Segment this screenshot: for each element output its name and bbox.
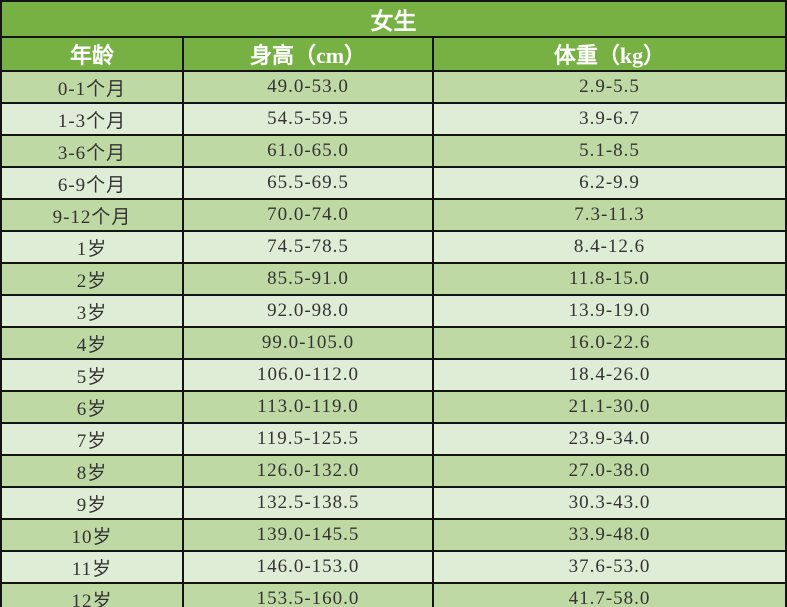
weight-cell: 37.6-53.0 — [432, 550, 787, 584]
height-cell: 106.0-112.0 — [182, 358, 434, 392]
age-cell: 9岁 — [0, 486, 184, 520]
weight-cell: 21.1-30.0 — [432, 390, 787, 424]
weight-cell: 3.9-6.7 — [432, 102, 787, 136]
age-cell: 11岁 — [0, 550, 184, 584]
table-row: 7岁 119.5-125.5 23.9-34.0 — [0, 422, 787, 456]
weight-cell: 8.4-12.6 — [432, 230, 787, 264]
table-row: 1-3个月 54.5-59.5 3.9-6.7 — [0, 102, 787, 136]
height-cell: 113.0-119.0 — [182, 390, 434, 424]
height-cell: 119.5-125.5 — [182, 422, 434, 456]
table-title: 女生 — [0, 0, 787, 38]
weight-cell: 16.0-22.6 — [432, 326, 787, 360]
table-row: 10岁 139.0-145.5 33.9-48.0 — [0, 518, 787, 552]
height-cell: 49.0-53.0 — [182, 70, 434, 104]
weight-cell: 18.4-26.0 — [432, 358, 787, 392]
table-row: 0-1个月 49.0-53.0 2.9-5.5 — [0, 70, 787, 104]
height-cell: 70.0-74.0 — [182, 198, 434, 232]
weight-cell: 6.2-9.9 — [432, 166, 787, 200]
table-header-row: 年龄 身高（cm） 体重（kg） — [0, 36, 787, 72]
table-row: 11岁 146.0-153.0 37.6-53.0 — [0, 550, 787, 584]
table-row: 9岁 132.5-138.5 30.3-43.0 — [0, 486, 787, 520]
table-row: 3岁 92.0-98.0 13.9-19.0 — [0, 294, 787, 328]
weight-cell: 13.9-19.0 — [432, 294, 787, 328]
table-row: 6岁 113.0-119.0 21.1-30.0 — [0, 390, 787, 424]
table-title-row: 女生 — [0, 0, 787, 38]
column-header-weight: 体重（kg） — [432, 36, 787, 72]
age-cell: 1-3个月 — [0, 102, 184, 136]
height-cell: 65.5-69.5 — [182, 166, 434, 200]
weight-cell: 23.9-34.0 — [432, 422, 787, 456]
age-cell: 10岁 — [0, 518, 184, 552]
weight-cell: 7.3-11.3 — [432, 198, 787, 232]
table-row: 3-6个月 61.0-65.0 5.1-8.5 — [0, 134, 787, 168]
age-cell: 8岁 — [0, 454, 184, 488]
weight-cell: 27.0-38.0 — [432, 454, 787, 488]
age-cell: 4岁 — [0, 326, 184, 360]
height-cell: 85.5-91.0 — [182, 262, 434, 296]
height-cell: 132.5-138.5 — [182, 486, 434, 520]
height-cell: 61.0-65.0 — [182, 134, 434, 168]
age-cell: 2岁 — [0, 262, 184, 296]
age-cell: 7岁 — [0, 422, 184, 456]
table-row: 9-12个月 70.0-74.0 7.3-11.3 — [0, 198, 787, 232]
age-cell: 6-9个月 — [0, 166, 184, 200]
height-cell: 99.0-105.0 — [182, 326, 434, 360]
height-cell: 74.5-78.5 — [182, 230, 434, 264]
height-cell: 153.5-160.0 — [182, 582, 434, 607]
table-body: 0-1个月 49.0-53.0 2.9-5.5 1-3个月 54.5-59.5 3.9-6… — [0, 70, 787, 607]
height-cell: 92.0-98.0 — [182, 294, 434, 328]
table-row: 8岁 126.0-132.0 27.0-38.0 — [0, 454, 787, 488]
height-cell: 54.5-59.5 — [182, 102, 434, 136]
height-cell: 146.0-153.0 — [182, 550, 434, 584]
age-cell: 0-1个月 — [0, 70, 184, 104]
age-cell: 6岁 — [0, 390, 184, 424]
age-cell: 3岁 — [0, 294, 184, 328]
weight-cell: 5.1-8.5 — [432, 134, 787, 168]
weight-cell: 2.9-5.5 — [432, 70, 787, 104]
table-row: 5岁 106.0-112.0 18.4-26.0 — [0, 358, 787, 392]
weight-cell: 41.7-58.0 — [432, 582, 787, 607]
age-cell: 12岁 — [0, 582, 184, 607]
age-cell: 9-12个月 — [0, 198, 184, 232]
table-row: 6-9个月 65.5-69.5 6.2-9.9 — [0, 166, 787, 200]
table-row: 4岁 99.0-105.0 16.0-22.6 — [0, 326, 787, 360]
weight-cell: 11.8-15.0 — [432, 262, 787, 296]
weight-cell: 33.9-48.0 — [432, 518, 787, 552]
column-header-height: 身高（cm） — [182, 36, 434, 72]
height-cell: 139.0-145.5 — [182, 518, 434, 552]
weight-cell: 30.3-43.0 — [432, 486, 787, 520]
age-cell: 3-6个月 — [0, 134, 184, 168]
table-row: 1岁 74.5-78.5 8.4-12.6 — [0, 230, 787, 264]
table-row: 2岁 85.5-91.0 11.8-15.0 — [0, 262, 787, 296]
age-cell: 1岁 — [0, 230, 184, 264]
column-header-age: 年龄 — [0, 36, 184, 72]
height-cell: 126.0-132.0 — [182, 454, 434, 488]
table-row: 12岁 153.5-160.0 41.7-58.0 — [0, 582, 787, 607]
age-cell: 5岁 — [0, 358, 184, 392]
